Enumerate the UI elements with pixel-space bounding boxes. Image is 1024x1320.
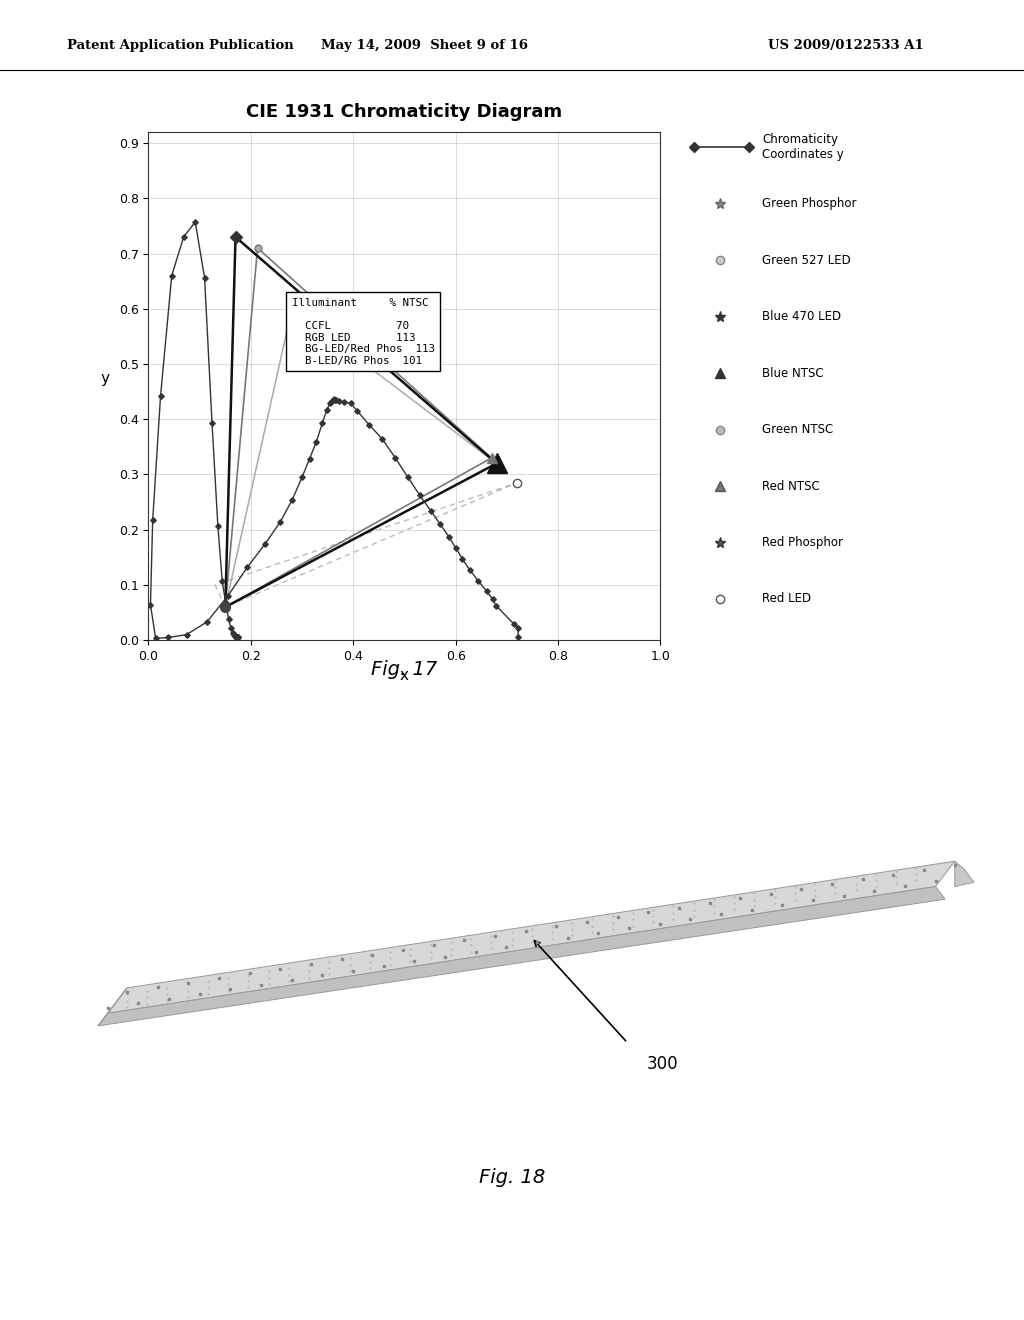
Text: Green NTSC: Green NTSC [762, 424, 834, 436]
Polygon shape [108, 861, 954, 1014]
Text: Patent Application Publication: Patent Application Publication [67, 40, 293, 53]
Polygon shape [954, 861, 974, 887]
Text: Fig. 17: Fig. 17 [372, 660, 437, 678]
Y-axis label: y: y [100, 371, 110, 385]
Text: Illuminant     % NTSC

  CCFL          70
  RGB LED       113
  BG-LED/Red Phos : Illuminant % NTSC CCFL 70 RGB LED 113 BG… [292, 298, 435, 366]
Text: 300: 300 [647, 1056, 678, 1073]
X-axis label: x: x [400, 668, 409, 684]
Text: Red NTSC: Red NTSC [762, 479, 820, 492]
Text: Blue 470 LED: Blue 470 LED [762, 310, 842, 323]
Text: Red LED: Red LED [762, 593, 811, 606]
Text: Chromaticity
Coordinates y: Chromaticity Coordinates y [762, 133, 844, 161]
Polygon shape [98, 887, 945, 1026]
Text: Red Phosphor: Red Phosphor [762, 536, 843, 549]
Text: US 2009/0122533 A1: US 2009/0122533 A1 [768, 40, 924, 53]
Text: CIE 1931 Chromaticity Diagram: CIE 1931 Chromaticity Diagram [247, 103, 562, 121]
Text: Blue NTSC: Blue NTSC [762, 367, 823, 380]
Text: Green Phosphor: Green Phosphor [762, 197, 857, 210]
Polygon shape [98, 987, 127, 1026]
Text: Fig. 18: Fig. 18 [479, 1168, 545, 1187]
Text: Green 527 LED: Green 527 LED [762, 253, 851, 267]
Text: May 14, 2009  Sheet 9 of 16: May 14, 2009 Sheet 9 of 16 [322, 40, 528, 53]
